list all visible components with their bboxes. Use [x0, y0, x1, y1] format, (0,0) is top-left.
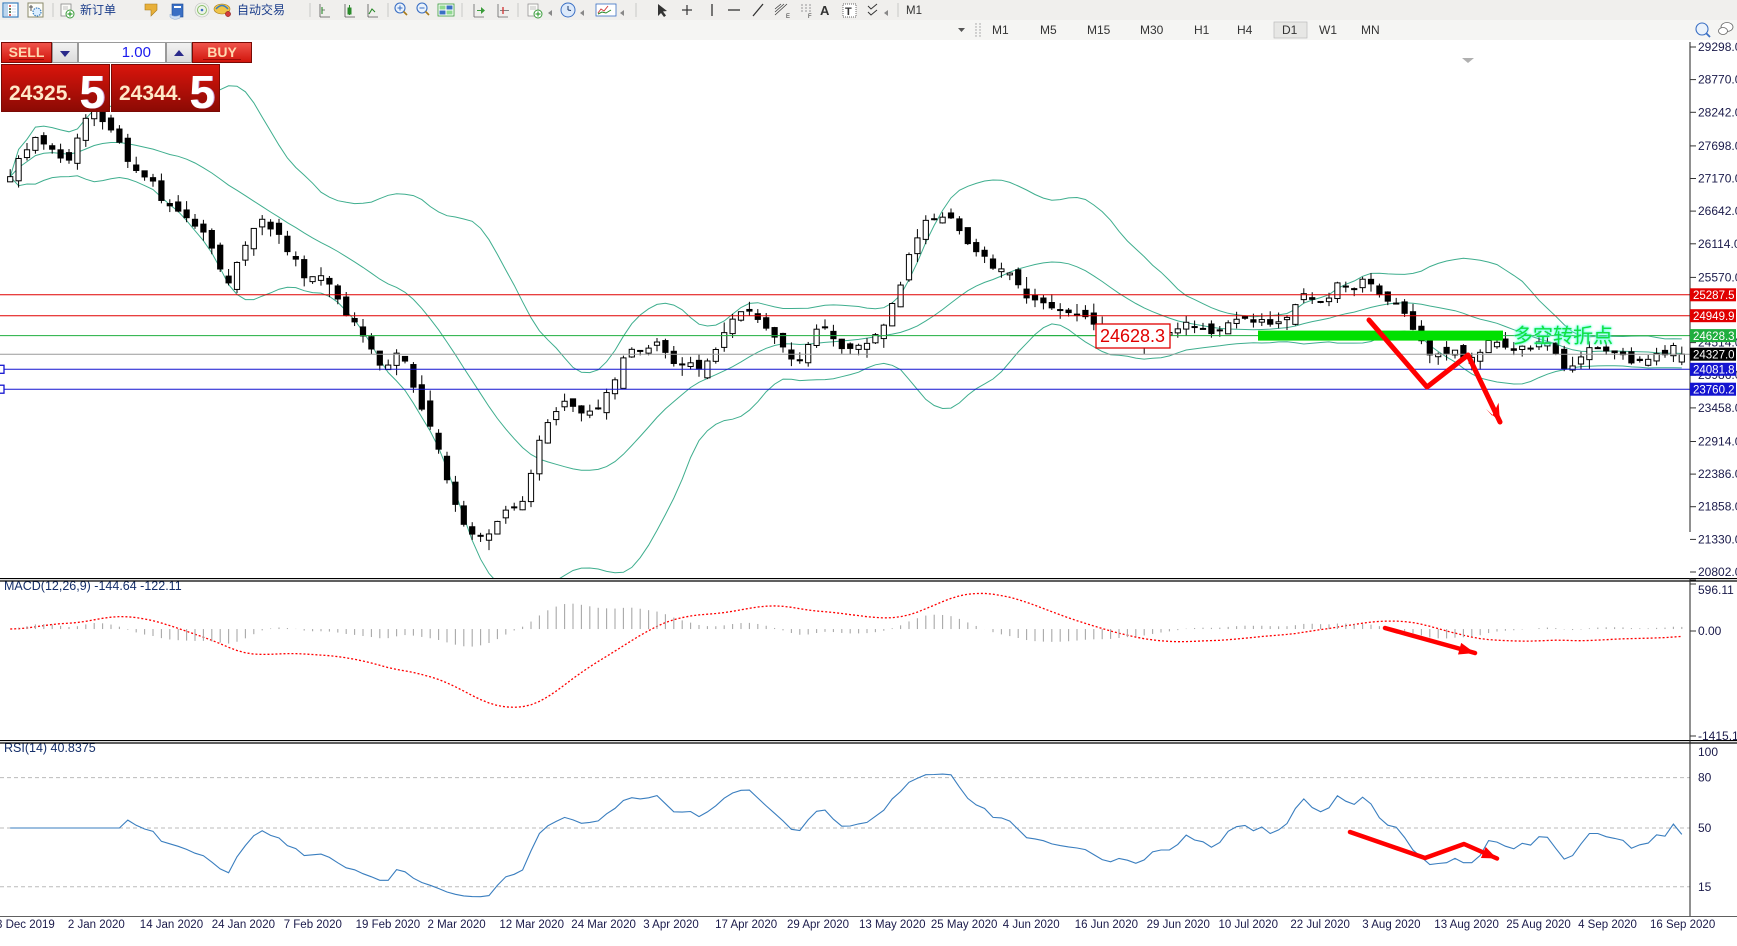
svg-text:13 May 2020: 13 May 2020 — [859, 919, 926, 931]
svg-text:50: 50 — [1698, 821, 1712, 835]
svg-text:19 Feb 2020: 19 Feb 2020 — [356, 919, 421, 931]
svg-text:29 Jun 2020: 29 Jun 2020 — [1147, 919, 1210, 931]
svg-text:H1: H1 — [1194, 23, 1210, 37]
svg-text:自动交易: 自动交易 — [237, 2, 285, 17]
svg-text:0.00: 0.00 — [1698, 624, 1722, 638]
svg-text:25287.5: 25287.5 — [1693, 290, 1735, 302]
svg-text:M1: M1 — [992, 23, 1009, 37]
svg-text:12 Mar 2020: 12 Mar 2020 — [499, 919, 564, 931]
svg-text:T: T — [845, 6, 852, 18]
svg-text:3 Apr 2020: 3 Apr 2020 — [643, 919, 699, 931]
svg-text:21330.0: 21330.0 — [1698, 532, 1737, 546]
svg-text:100: 100 — [1698, 745, 1718, 759]
svg-text:20802.0: 20802.0 — [1698, 565, 1737, 578]
svg-text:4 Jun 2020: 4 Jun 2020 — [1003, 919, 1060, 931]
svg-text:8 Dec 2019: 8 Dec 2019 — [0, 919, 55, 931]
svg-text:596.11: 596.11 — [1698, 583, 1734, 597]
svg-text:24081.8: 24081.8 — [1693, 365, 1735, 377]
svg-text:24628.3: 24628.3 — [1693, 331, 1735, 343]
svg-text:16 Jun 2020: 16 Jun 2020 — [1075, 919, 1138, 931]
svg-text:23458.0: 23458.0 — [1698, 401, 1737, 415]
svg-text:80: 80 — [1698, 771, 1712, 785]
svg-text:3 Aug 2020: 3 Aug 2020 — [1362, 919, 1420, 931]
svg-text:14 Jan 2020: 14 Jan 2020 — [140, 919, 203, 931]
svg-text:24327.0: 24327.0 — [1693, 349, 1735, 361]
svg-text:A: A — [820, 3, 830, 18]
svg-text:29 Apr 2020: 29 Apr 2020 — [787, 919, 849, 931]
svg-text:25 May 2020: 25 May 2020 — [931, 919, 998, 931]
svg-text:16 Sep 2020: 16 Sep 2020 — [1650, 919, 1715, 931]
svg-text:2 Mar 2020: 2 Mar 2020 — [428, 919, 486, 931]
svg-text:-1415.19: -1415.19 — [1698, 729, 1737, 740]
svg-text:25 Aug 2020: 25 Aug 2020 — [1506, 919, 1571, 931]
svg-text:26642.0: 26642.0 — [1698, 204, 1737, 218]
svg-text:10 Jul 2020: 10 Jul 2020 — [1219, 919, 1278, 931]
svg-text:25570.0: 25570.0 — [1698, 270, 1737, 284]
svg-text:22386.0: 22386.0 — [1698, 467, 1737, 481]
svg-text:7 Feb 2020: 7 Feb 2020 — [284, 919, 342, 931]
svg-text:H4: H4 — [1237, 23, 1253, 37]
svg-text:29298.0: 29298.0 — [1698, 42, 1737, 54]
svg-text:MN: MN — [1361, 23, 1380, 37]
svg-text:27698.0: 27698.0 — [1698, 139, 1737, 153]
svg-text:27170.0: 27170.0 — [1698, 172, 1737, 186]
svg-text:新订单: 新订单 — [80, 2, 116, 17]
svg-text:2 Jan 2020: 2 Jan 2020 — [68, 919, 125, 931]
svg-text:26114.0: 26114.0 — [1698, 237, 1737, 251]
svg-text:多空转折点: 多空转折点 — [1513, 325, 1613, 348]
svg-text:D1: D1 — [1282, 23, 1298, 37]
svg-text:M15: M15 — [1087, 23, 1111, 37]
svg-text:17 Apr 2020: 17 Apr 2020 — [715, 919, 777, 931]
svg-text:21858.0: 21858.0 — [1698, 500, 1737, 514]
svg-text:22914.0: 22914.0 — [1698, 435, 1737, 449]
svg-text:M1: M1 — [906, 5, 922, 17]
svg-text:24628.3: 24628.3 — [1100, 326, 1165, 346]
svg-text:13 Aug 2020: 13 Aug 2020 — [1434, 919, 1499, 931]
svg-text:23760.2: 23760.2 — [1693, 384, 1735, 396]
svg-text:M5: M5 — [1040, 23, 1057, 37]
svg-text:M30: M30 — [1140, 23, 1164, 37]
svg-text:28242.0: 28242.0 — [1698, 105, 1737, 119]
svg-text:24 Jan 2020: 24 Jan 2020 — [212, 919, 275, 931]
svg-text:W1: W1 — [1319, 23, 1337, 37]
svg-text:24 Mar 2020: 24 Mar 2020 — [571, 919, 636, 931]
svg-text:4 Sep 2020: 4 Sep 2020 — [1578, 919, 1637, 931]
svg-text:22 Jul 2020: 22 Jul 2020 — [1290, 919, 1349, 931]
svg-text:24949.9: 24949.9 — [1693, 311, 1735, 323]
svg-text:28770.0: 28770.0 — [1698, 73, 1737, 87]
svg-text:15: 15 — [1698, 880, 1712, 894]
